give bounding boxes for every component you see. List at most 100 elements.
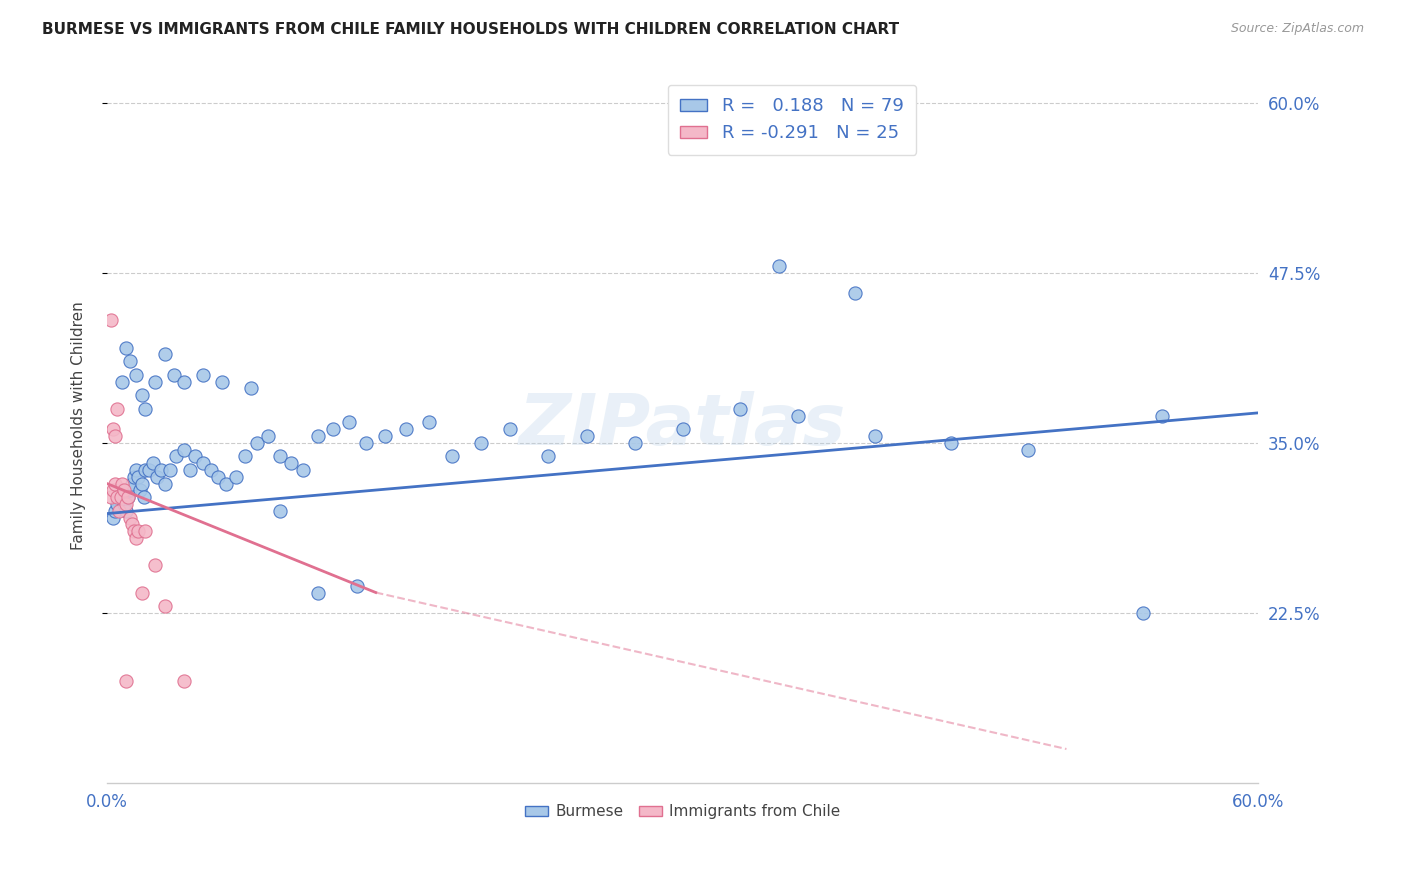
Point (153, 476, 176, 491)
Point (104, 504, 127, 518)
Point (537, 450, 560, 464)
Point (153, 347, 176, 361)
Point (395, 422, 418, 436)
Point (941, 435, 963, 450)
Point (110, 490, 132, 504)
Point (131, 585, 153, 599)
Point (121, 476, 143, 491)
Point (354, 435, 377, 450)
Point (575, 429, 598, 443)
Point (786, 409, 808, 423)
Point (115, 673, 138, 688)
Point (107, 490, 129, 504)
Point (131, 476, 153, 491)
Point (100, 490, 122, 504)
Point (111, 375, 134, 389)
Point (307, 585, 329, 599)
Point (127, 524, 149, 539)
Point (1152, 409, 1174, 423)
Point (173, 375, 195, 389)
Point (499, 422, 522, 436)
Point (173, 442, 195, 457)
Point (225, 470, 247, 484)
Point (322, 422, 344, 436)
Point (257, 429, 280, 443)
Point (105, 490, 128, 504)
Point (191, 368, 214, 382)
Point (179, 463, 201, 477)
Point (191, 456, 214, 470)
Point (125, 463, 148, 477)
Point (623, 435, 645, 450)
Y-axis label: Family Households with Children: Family Households with Children (72, 301, 86, 550)
Point (120, 483, 142, 498)
Point (117, 490, 139, 504)
Point (215, 476, 238, 491)
Point (211, 375, 233, 389)
Point (117, 490, 139, 504)
Point (105, 401, 128, 416)
Point (153, 599, 176, 613)
Point (115, 504, 138, 518)
Point (269, 450, 291, 464)
Point (307, 429, 329, 443)
Point (730, 401, 752, 416)
Point (143, 375, 166, 389)
Legend: Burmese, Immigrants from Chile: Burmese, Immigrants from Chile (519, 798, 846, 825)
Point (134, 401, 156, 416)
Point (121, 517, 143, 532)
Point (233, 450, 256, 464)
Point (101, 483, 124, 498)
Point (200, 463, 222, 477)
Point (269, 504, 291, 518)
Text: ZIPatlas: ZIPatlas (519, 392, 846, 460)
Point (184, 450, 207, 464)
Point (142, 456, 165, 470)
Point (346, 579, 368, 593)
Point (132, 490, 155, 504)
Point (122, 470, 145, 484)
Point (280, 456, 302, 470)
Point (111, 490, 134, 504)
Point (173, 673, 195, 688)
Point (1017, 442, 1039, 457)
Point (768, 259, 790, 273)
Point (115, 341, 138, 355)
Point (112, 483, 135, 498)
Point (111, 476, 134, 491)
Point (107, 504, 129, 518)
Text: BURMESE VS IMMIGRANTS FROM CHILE FAMILY HOUSEHOLDS WITH CHILDREN CORRELATION CHA: BURMESE VS IMMIGRANTS FROM CHILE FAMILY … (42, 22, 900, 37)
Point (165, 450, 187, 464)
Point (112, 497, 135, 511)
Point (1132, 606, 1154, 620)
Point (240, 381, 263, 395)
Point (672, 422, 695, 436)
Point (470, 435, 492, 450)
Point (115, 497, 138, 511)
Point (138, 463, 160, 477)
Point (101, 422, 124, 436)
Point (159, 463, 181, 477)
Point (105, 497, 128, 511)
Point (101, 510, 124, 524)
Point (122, 524, 145, 539)
Point (120, 354, 142, 368)
Point (120, 510, 142, 524)
Point (207, 470, 229, 484)
Point (149, 463, 172, 477)
Point (246, 435, 269, 450)
Point (131, 388, 153, 402)
Point (104, 429, 127, 443)
Point (125, 368, 148, 382)
Point (374, 429, 396, 443)
Point (128, 483, 150, 498)
Point (163, 368, 186, 382)
Point (418, 416, 440, 430)
Point (110, 483, 132, 498)
Point (100, 313, 122, 327)
Point (863, 429, 886, 443)
Point (291, 463, 314, 477)
Point (441, 450, 464, 464)
Text: Source: ZipAtlas.com: Source: ZipAtlas.com (1230, 22, 1364, 36)
Point (143, 558, 166, 573)
